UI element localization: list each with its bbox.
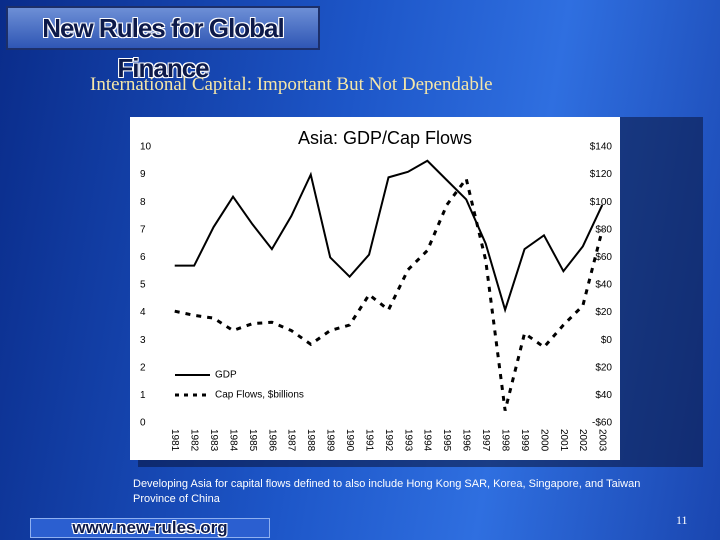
y-tick-label: 9 <box>140 169 146 180</box>
x-tick-label: 2000 <box>538 429 549 452</box>
y2-tick-label: -$60 <box>592 418 612 429</box>
x-tick-label: 1982 <box>189 429 200 452</box>
page-number: 11 <box>676 513 688 527</box>
x-tick-label: 1991 <box>363 429 374 452</box>
logo: New Rules for Global Finance <box>6 6 320 83</box>
x-tick-label: 1999 <box>519 429 530 452</box>
x-tick-label: 1981 <box>169 429 180 452</box>
x-tick-label: 2001 <box>558 429 569 452</box>
x-tick-label: 2003 <box>597 429 608 452</box>
y-tick-label: 10 <box>140 142 152 153</box>
legend-label: GDP <box>215 370 237 381</box>
y-tick-label: 0 <box>140 418 146 429</box>
x-tick-label: 1994 <box>422 429 433 452</box>
x-tick-label: 2002 <box>577 429 588 452</box>
y2-tick-label: $100 <box>590 197 613 208</box>
x-tick-label: 1992 <box>383 429 394 452</box>
y-tick-label: 7 <box>140 224 146 235</box>
x-tick-label: 1986 <box>266 429 277 452</box>
y2-tick-label: $60 <box>595 252 612 263</box>
y-tick-label: 8 <box>140 197 146 208</box>
x-tick-label: 1995 <box>441 429 452 452</box>
chart-title: Asia: GDP/Cap Flows <box>298 128 472 148</box>
footnote: Developing Asia for capital flows define… <box>133 478 641 505</box>
x-tick-label: 1990 <box>344 429 355 452</box>
legend-label: Cap Flows, $billions <box>215 390 304 401</box>
x-tick-label: 1993 <box>402 429 413 452</box>
x-tick-label: 1997 <box>480 429 491 452</box>
x-tick-label: 1988 <box>305 429 316 452</box>
y2-tick-label: $20 <box>595 362 612 373</box>
y-tick-label: 4 <box>140 307 146 318</box>
series-line <box>174 175 604 411</box>
x-tick-label: 1983 <box>208 429 219 452</box>
chart: Asia: GDP/Cap Flows 0 1 2 3 4 5 6 7 8 9 10 -$60 $40 $… <box>130 117 620 460</box>
y-tick-label: 5 <box>140 280 146 291</box>
y-tick-label: 1 <box>140 390 146 401</box>
footer-url[interactable]: www.new-rules.org <box>30 518 270 538</box>
y2-tick-label: $40 <box>595 390 612 401</box>
x-tick-label: 1998 <box>499 429 510 452</box>
y-tick-label: 3 <box>140 335 146 346</box>
chart-background <box>130 117 620 460</box>
x-tick-label: 1987 <box>286 429 297 452</box>
y2-tick-label: $40 <box>595 280 612 291</box>
y-tick-label: 2 <box>140 362 146 373</box>
x-tick-label: 1989 <box>325 429 336 452</box>
y2-tick-label: $0 <box>601 335 613 346</box>
slide-title: International Capital: Important But Not… <box>90 74 493 95</box>
series-line <box>174 159 604 314</box>
y2-tick-label: $80 <box>595 224 612 235</box>
x-tick-label: 1984 <box>227 429 238 452</box>
x-tick-label: 1985 <box>247 429 258 452</box>
y2-tick-label: $140 <box>590 142 613 153</box>
x-tick-label: 1996 <box>461 429 472 452</box>
y2-tick-label: $20 <box>595 307 612 318</box>
y-tick-label: 6 <box>140 252 146 263</box>
y2-tick-label: $120 <box>590 169 613 180</box>
